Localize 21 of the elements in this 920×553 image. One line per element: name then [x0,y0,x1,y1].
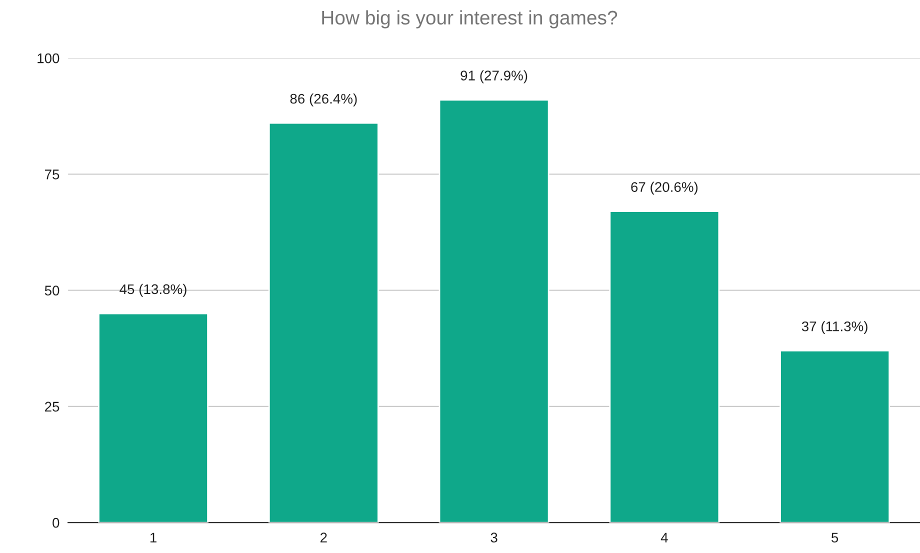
x-tick-label: 2 [320,532,327,542]
bar [609,210,720,523]
x-tick-label: 1 [150,532,156,542]
bar [438,99,550,523]
data-label: 67 (20.6%) [631,182,698,195]
y-tick-label: 100 [38,53,60,64]
data-label: 91 (27.9%) [460,70,528,84]
y-tick-label: 25 [45,402,60,412]
data-label: 45 (13.8%) [120,284,186,297]
y-tick-label: 0 [52,518,60,528]
bar [268,122,379,523]
x-tick-label: 3 [490,532,498,543]
y-tick-label: 50 [44,286,60,296]
bar [780,350,890,523]
data-label: 37 (11.3%) [802,321,868,334]
bar [98,312,208,523]
x-tick-label: 5 [832,532,838,543]
chart-title: How big is your interest in games? [322,10,618,28]
y-tick-label: 75 [45,170,60,180]
x-tick-label: 4 [660,532,668,542]
data-label: 86 (26.4%) [290,93,357,106]
